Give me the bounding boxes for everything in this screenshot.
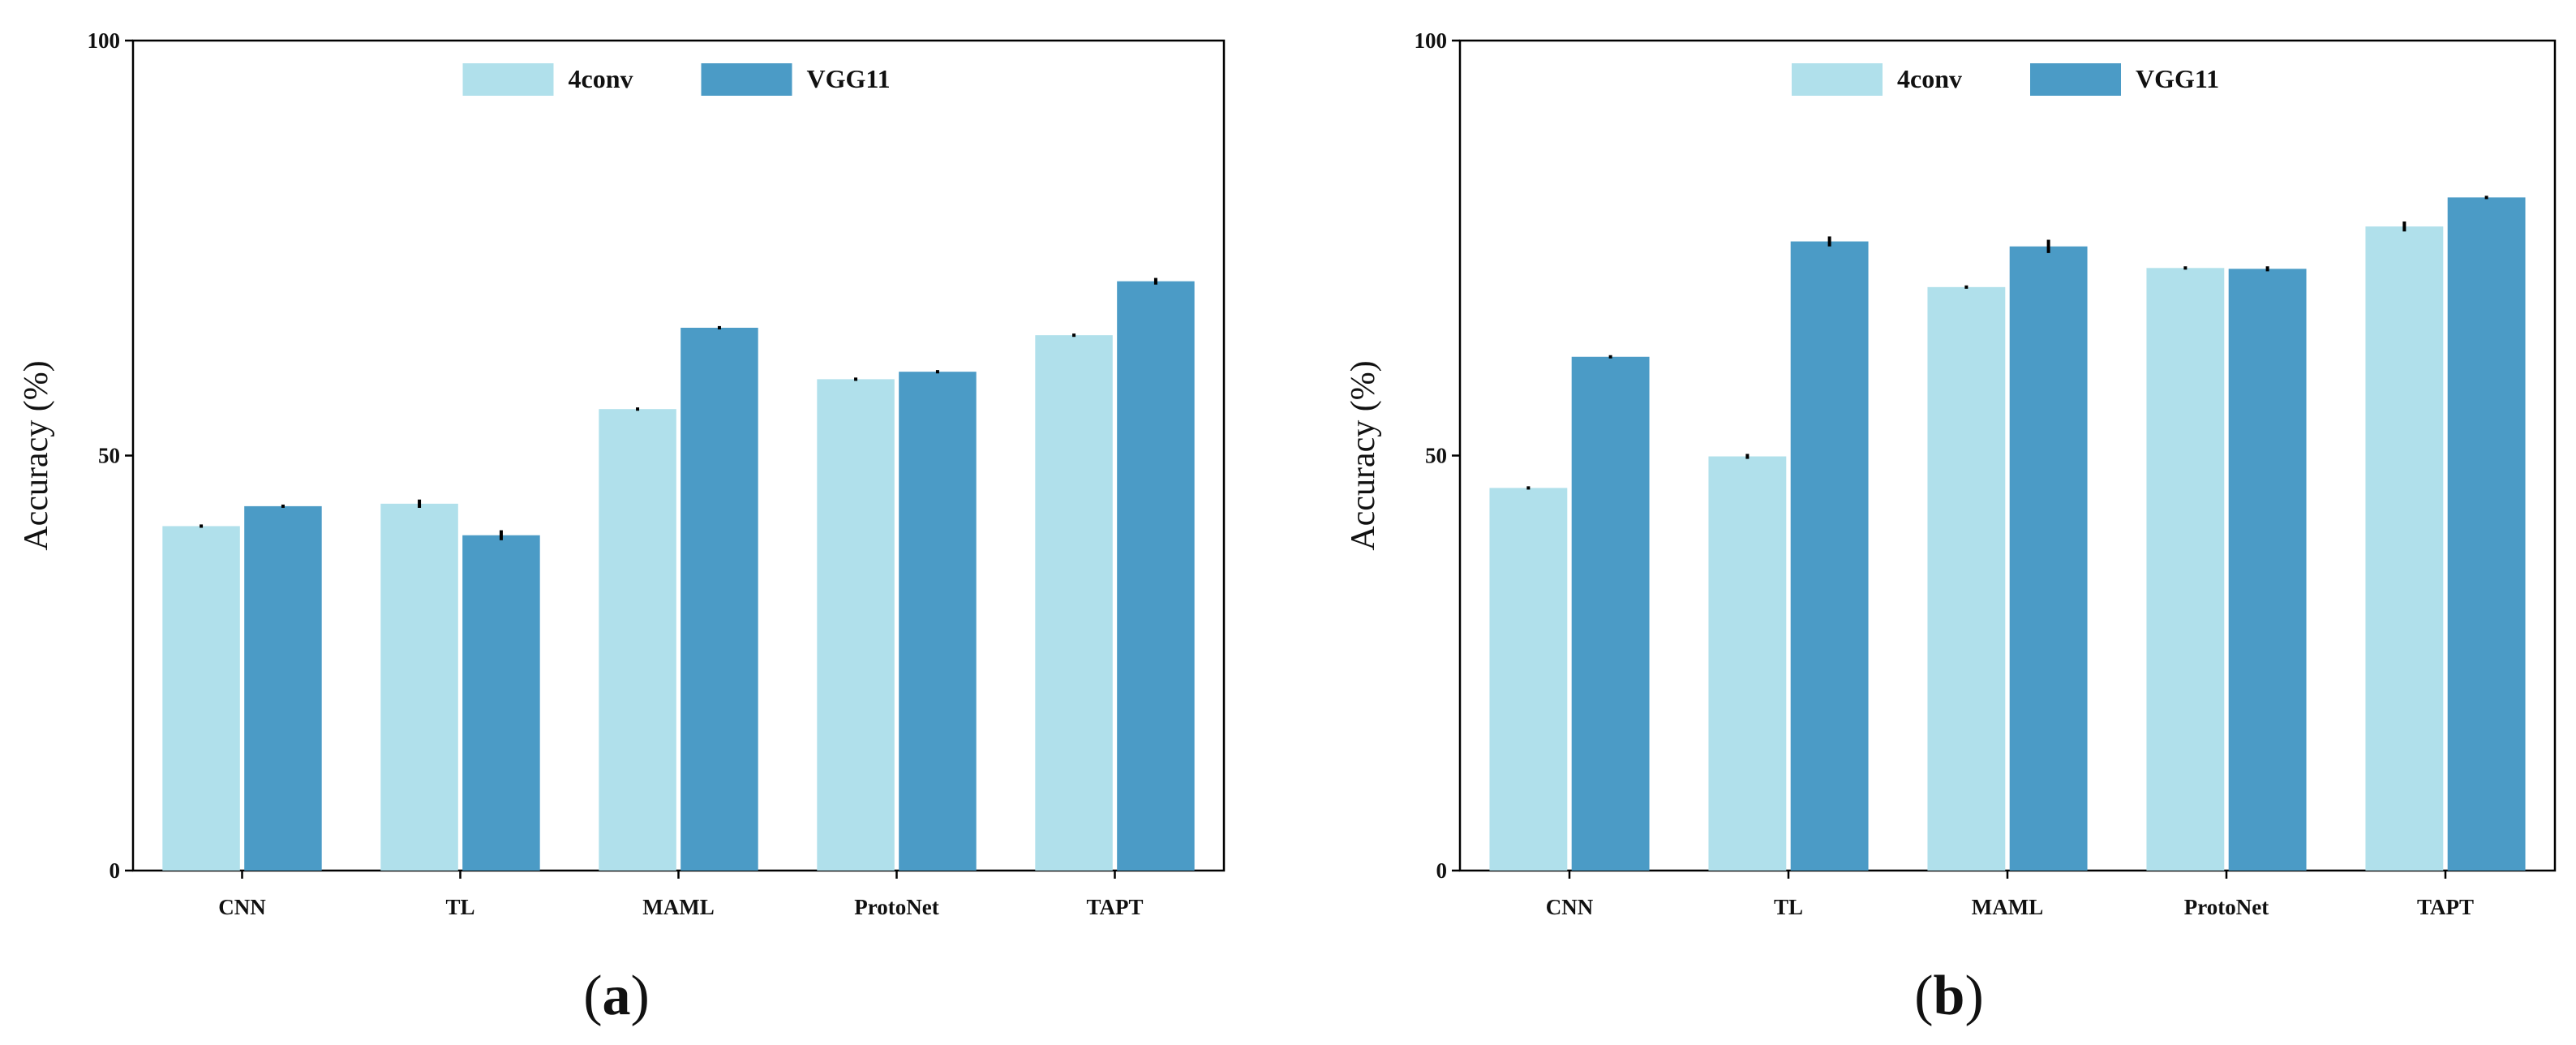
y-tick-label: 50 (1425, 444, 1447, 468)
y-tick-label: 100 (88, 28, 121, 53)
legend-label-4conv: 4conv (569, 64, 633, 93)
bar-4conv-tl (1708, 456, 1787, 871)
chart-panel-b: 0 50 100 Accuracy (%) CNN TL MAML ProtoNet TAPT 4… (1345, 28, 2557, 1027)
legend-label-vgg11: VGG11 (2136, 64, 2219, 93)
legend-swatch-4conv (462, 63, 554, 96)
y-tick-label: 0 (1436, 858, 1448, 883)
bar-vgg11-tl (462, 535, 540, 871)
legend-label-vgg11: VGG11 (807, 64, 891, 93)
x-tick-label: CNN (1546, 895, 1594, 919)
bar-4conv-cnn (1489, 488, 1568, 871)
bar-vgg11-tapt (1117, 281, 1195, 871)
bar-vgg11-cnn (244, 505, 322, 871)
y-axis-label: Accuracy (%) (18, 360, 55, 550)
x-tick-label: CNN (218, 895, 266, 919)
bar-vgg11-protonet (899, 372, 977, 871)
x-tick-label: TAPT (1086, 895, 1143, 919)
panel-label: (a) (583, 965, 650, 1027)
x-tick-label: TL (445, 895, 474, 919)
bar-4conv-protonet (2146, 268, 2225, 871)
bar-vgg11-protonet (2228, 269, 2307, 871)
bar-vgg11-tapt (2447, 197, 2526, 871)
bar-4conv-tapt (2365, 226, 2444, 871)
legend-swatch-4conv (1792, 63, 1883, 96)
x-tick-label: ProtoNet (2184, 895, 2269, 919)
bar-4conv-maml (1927, 286, 2006, 871)
bar-vgg11-cnn (1571, 356, 1650, 871)
chart-panel-a: 0 50 100 Accuracy (%) CNN TL MAML ProtoNet TAPT 4… (18, 28, 1226, 1027)
x-tick-label: MAML (1972, 895, 2043, 919)
bar-4conv-tl (380, 503, 458, 871)
legend-swatch-vgg11 (701, 63, 792, 96)
bar-vgg11-tl (1790, 241, 1869, 871)
y-tick-label: 0 (109, 858, 121, 883)
legend-label-4conv: 4conv (1897, 64, 1962, 93)
y-tick-label: 50 (98, 444, 120, 468)
x-tick-label: MAML (642, 895, 714, 919)
y-tick-label: 100 (1415, 28, 1448, 53)
bar-4conv-maml (599, 409, 676, 871)
bar-vgg11-maml (680, 327, 758, 871)
x-tick-label: TAPT (2417, 895, 2474, 919)
bar-4conv-protonet (817, 379, 895, 871)
panel-label: (b) (1914, 965, 1984, 1027)
bar-4conv-cnn (162, 526, 240, 871)
bar-4conv-tapt (1035, 335, 1113, 871)
y-axis-label: Accuracy (%) (1345, 360, 1382, 550)
x-tick-label: TL (1774, 895, 1803, 919)
bar-vgg11-maml (2009, 246, 2088, 871)
legend-swatch-vgg11 (2030, 63, 2121, 96)
x-tick-label: ProtoNet (854, 895, 938, 919)
